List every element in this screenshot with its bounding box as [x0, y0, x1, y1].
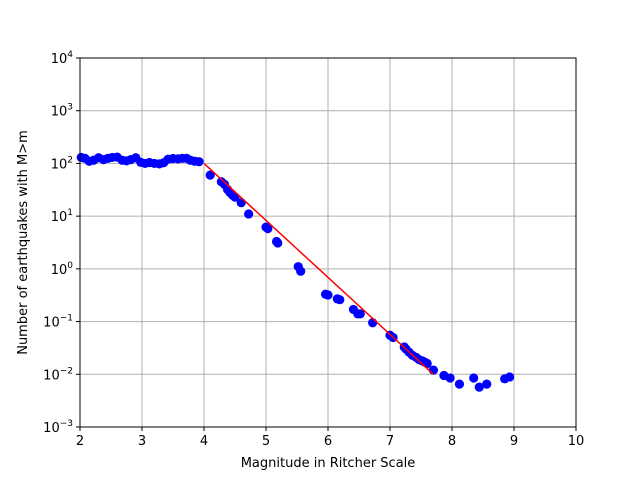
data-point: [469, 373, 479, 383]
y-tick-exponent: −2: [60, 366, 73, 376]
x-axis: 2 3 4 5 6 7 8 9 10: [76, 427, 584, 449]
x-tick-label: 2: [76, 434, 84, 449]
axes-frame: [79, 57, 577, 428]
x-tick-label: 7: [386, 434, 394, 449]
y-tick-label: 10−3: [43, 419, 73, 436]
data-point: [474, 382, 484, 392]
data-point: [263, 224, 273, 234]
data-point: [445, 373, 455, 383]
y-tick-label: 101: [51, 208, 73, 225]
data-point: [273, 238, 283, 248]
y-tick-base: 10: [43, 316, 60, 331]
y-tick-base: 10: [51, 157, 68, 172]
x-tick-label: 10: [568, 434, 585, 449]
data-point: [205, 170, 215, 180]
y-tick-label: 10−2: [43, 366, 73, 383]
data-point: [355, 309, 365, 319]
plot-area: [76, 152, 515, 392]
y-tick-exponent: −3: [60, 419, 73, 429]
x-tick-label: 4: [200, 434, 208, 449]
data-point: [368, 318, 378, 328]
x-tick-label: 3: [138, 434, 146, 449]
y-tick-exponent: 3: [67, 103, 73, 113]
y-tick-exponent: 1: [67, 208, 73, 218]
y-tick-base: 10: [43, 368, 60, 383]
y-tick-exponent: 4: [67, 50, 73, 60]
data-point: [482, 379, 492, 389]
data-point: [323, 290, 333, 300]
x-tick-label: 9: [510, 434, 518, 449]
x-tick-label: 8: [448, 434, 456, 449]
x-axis-label: Magnitude in Ritcher Scale: [241, 456, 416, 471]
y-tick-base: 10: [43, 421, 60, 436]
y-axis-label: Number of earthquakes with M>m: [16, 130, 31, 355]
y-tick-base: 10: [51, 105, 68, 120]
y-tick-label: 10−1: [43, 314, 73, 331]
y-tick-base: 10: [51, 210, 68, 225]
y-tick-label: 104: [51, 50, 74, 67]
y-tick-base: 10: [51, 263, 68, 278]
y-tick-exponent: 2: [67, 155, 73, 165]
y-tick-label: 103: [51, 103, 73, 120]
y-tick-base: 10: [51, 52, 68, 67]
fit-line: [203, 162, 434, 375]
y-tick-label: 100: [51, 261, 74, 278]
x-tick-label: 5: [262, 434, 270, 449]
y-tick-exponent: 0: [67, 261, 73, 271]
data-point: [454, 379, 465, 389]
data-point: [244, 209, 254, 219]
data-point: [194, 157, 204, 167]
x-tick-label: 6: [324, 434, 332, 449]
data-point: [505, 372, 515, 382]
data-point: [236, 198, 246, 208]
data-point: [335, 295, 345, 305]
data-point: [296, 266, 306, 276]
y-tick-label: 102: [51, 155, 73, 172]
y-tick-exponent: −1: [60, 314, 73, 324]
